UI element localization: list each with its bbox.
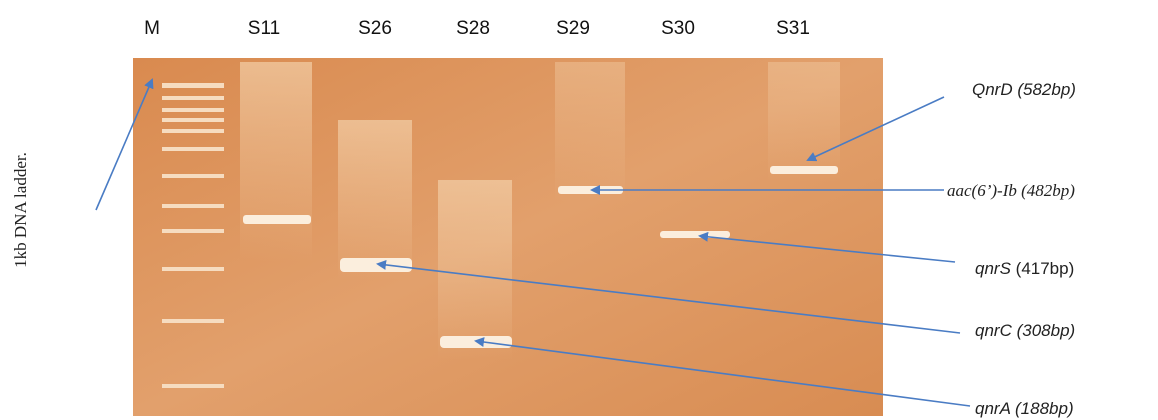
- annotation: qnrC (308bp): [975, 321, 1075, 340]
- size: (582bp): [1017, 80, 1076, 99]
- gel: [133, 58, 883, 416]
- gene: aac(6’)-Ib: [947, 181, 1017, 200]
- annotation: qnrS (417bp): [975, 259, 1074, 278]
- ladder-label: 1kb DNA ladder.: [11, 152, 30, 268]
- annotation: QnrD (582bp): [972, 80, 1076, 99]
- gene: qnrC: [975, 321, 1013, 340]
- size: (482bp): [1021, 181, 1075, 200]
- annotation: aac(6’)-Ib (482bp): [947, 181, 1075, 200]
- annotations: QnrD (582bp) aac(6’)-Ib (482bp) qnrS (41…: [947, 80, 1076, 418]
- lane-label: S30: [661, 18, 695, 39]
- lane-labels: M S11 S26 S28 S29 S30 S31: [144, 18, 810, 39]
- lane-label: S29: [556, 18, 590, 39]
- size: (417bp): [1016, 259, 1075, 278]
- gene: qnrA: [975, 399, 1011, 418]
- lane-label: S28: [456, 18, 490, 39]
- size: (188bp): [1015, 399, 1074, 418]
- gene: qnrS: [975, 259, 1012, 278]
- lane-label: S11: [248, 18, 280, 39]
- annotation: qnrA (188bp): [975, 399, 1074, 418]
- gene: QnrD: [972, 80, 1013, 99]
- lane-label: S31: [776, 18, 810, 39]
- figure: M S11 S26 S28 S29 S30 S31 1kb DNA ladder…: [0, 0, 1158, 420]
- size: (308bp): [1017, 321, 1076, 340]
- lane-label: S26: [358, 18, 392, 39]
- lane-label: M: [144, 18, 160, 39]
